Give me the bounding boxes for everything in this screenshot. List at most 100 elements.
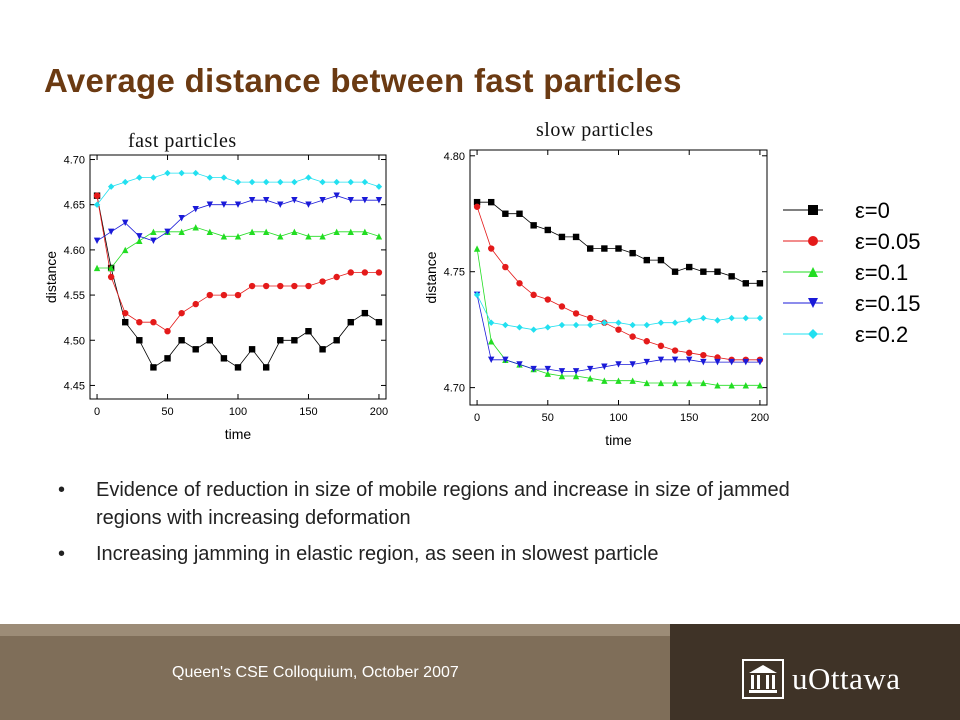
data-point [164, 169, 171, 177]
data-point [220, 174, 228, 181]
bullet-dot: • [58, 479, 66, 501]
data-point [558, 233, 566, 241]
data-point [291, 178, 298, 186]
data-point [530, 222, 537, 229]
data-point [305, 201, 312, 208]
x-tick-label: 100 [229, 406, 247, 418]
data-point [150, 174, 157, 181]
data-point [375, 269, 383, 276]
data-point [277, 282, 284, 290]
data-point [347, 178, 354, 186]
data-point [629, 333, 636, 340]
data-point [473, 198, 481, 206]
data-point [544, 324, 551, 331]
series-3 [93, 192, 383, 245]
data-point [728, 358, 735, 366]
data-point [248, 178, 256, 186]
bullet-list: • Evidence of reduction in size of mobil… [58, 476, 858, 576]
data-point [657, 256, 665, 264]
data-point [558, 303, 566, 310]
legend-label: ε=0.15 [855, 291, 920, 316]
data-point [502, 263, 509, 271]
data-point [686, 349, 693, 357]
data-point [572, 233, 580, 241]
slide-title: Average distance between fast particles [44, 62, 682, 99]
bullet-text: Increasing jamming in elastic region, as… [96, 543, 659, 565]
bullet-dot: • [58, 543, 66, 565]
data-point [178, 228, 185, 236]
data-point [686, 356, 693, 363]
data-point [643, 338, 650, 345]
fast-particles-chart: 0 50 100 150 200 4.45 4.50 4.55 4.60 4.65 4.70 time… [43, 154, 388, 442]
legend-marker [808, 329, 818, 339]
data-point [544, 365, 551, 373]
legend-marker [808, 267, 818, 277]
data-point [516, 280, 523, 287]
data-point [686, 379, 693, 387]
data-point [488, 356, 495, 363]
legend-marker [808, 205, 818, 215]
data-point [728, 382, 735, 389]
data-point [671, 268, 679, 275]
data-point [248, 228, 256, 236]
data-point [572, 368, 580, 375]
data-point [544, 226, 551, 234]
y-tick-label: 4.75 [444, 267, 465, 279]
data-point [347, 269, 354, 276]
x-tick-label: 50 [542, 412, 554, 424]
data-point [657, 379, 665, 387]
data-point [192, 206, 199, 213]
data-point [291, 337, 298, 344]
data-point [615, 245, 622, 252]
data-point [572, 372, 580, 380]
data-point [291, 196, 298, 204]
y-tick-label: 4.70 [64, 155, 85, 167]
data-point [361, 309, 369, 317]
data-point [136, 174, 143, 181]
x-tick-label: 150 [680, 412, 698, 424]
data-point [756, 358, 764, 366]
data-point [234, 178, 242, 186]
data-point [587, 245, 594, 252]
data-point [587, 375, 594, 382]
data-point [361, 196, 369, 204]
data-point [347, 228, 354, 236]
data-point [572, 310, 580, 317]
data-point [587, 314, 594, 322]
x-tick-label: 50 [161, 406, 173, 418]
x-tick-label: 200 [370, 406, 388, 418]
data-point [671, 379, 679, 387]
data-point [178, 309, 185, 317]
data-point [93, 192, 101, 199]
data-point [206, 201, 214, 208]
data-point [262, 282, 270, 290]
data-point [93, 237, 101, 245]
data-point [319, 196, 326, 204]
plot-frame [469, 149, 768, 406]
data-point [93, 264, 101, 272]
data-point [136, 337, 143, 344]
data-point [122, 178, 129, 186]
data-point [629, 361, 636, 368]
data-point [657, 319, 665, 326]
data-point [601, 377, 608, 384]
data-point [136, 233, 143, 240]
data-point [122, 219, 129, 226]
series-2 [93, 224, 383, 272]
x-tick-label: 150 [299, 406, 317, 418]
data-point [262, 228, 270, 236]
data-point [558, 321, 566, 329]
footer: Queen's CSE Colloquium, October 2007 uOt… [0, 624, 960, 720]
data-point [107, 273, 115, 281]
data-point [248, 196, 256, 204]
data-point [319, 178, 326, 186]
data-point [262, 364, 270, 371]
data-point [756, 382, 764, 389]
chart1-title: fast particles [128, 130, 237, 152]
data-point [333, 228, 340, 236]
data-point [488, 338, 495, 345]
data-point [277, 201, 284, 208]
data-point [192, 169, 199, 177]
data-point [629, 321, 636, 329]
data-point [601, 245, 608, 252]
